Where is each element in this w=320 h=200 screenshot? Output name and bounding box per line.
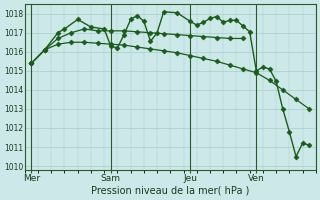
X-axis label: Pression niveau de la mer( hPa ): Pression niveau de la mer( hPa ) [91, 186, 250, 196]
